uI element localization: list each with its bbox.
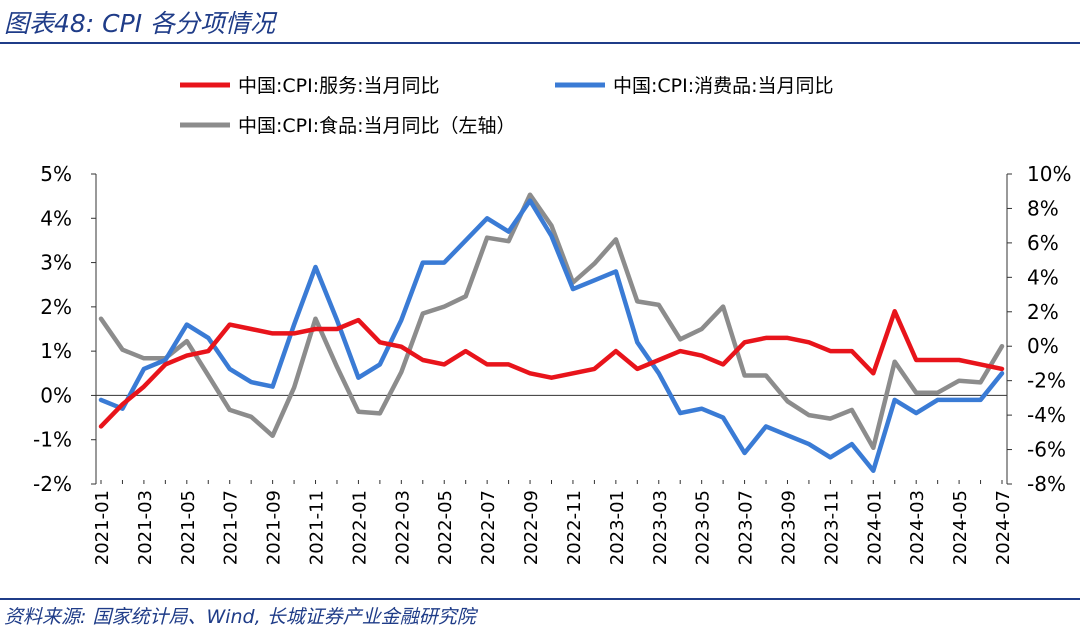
x-tick-label: 2021-01 [92,490,113,565]
cpi-line-chart: 中国:CPI:服务:当月同比 中国:CPI:消费品:当月同比中国:CPI:食品:当… [33,75,1071,565]
left-tick-label: 3% [40,251,72,275]
x-tick-label: 2023-05 [693,490,714,565]
right-tick-label: 8% [1027,196,1059,220]
right-tick-label: -8% [1027,472,1066,496]
x-tick-label: 2024-03 [907,490,928,565]
x-tick-label: 2023-11 [821,490,842,565]
legend-label-1: 中国:CPI:服务:当月同比 [238,75,440,97]
x-tick-label: 2022-07 [478,490,499,565]
series-line-2 [98,198,1005,473]
series-line-3 [98,192,1005,451]
series-line-1 [98,309,1005,429]
source-note: 资料来源: 国家统计局、Wind, 长城证券产业金融研究院 [4,606,476,628]
x-tick-label: 2022-01 [349,490,370,565]
right-tick-label: 2% [1027,300,1059,324]
left-tick-label: -2% [33,472,72,496]
x-tick-label: 2023-01 [607,490,628,565]
axes [91,173,1012,485]
left-tick-label: 2% [40,295,72,319]
figure-title: 图表48: CPI 各分项情况 [4,9,276,38]
x-tick-label: 2021-11 [307,490,328,565]
x-tick-label: 2021-07 [221,490,242,565]
left-tick-label: -1% [33,428,72,452]
legend-label-2: 中国:CPI:消费品:当月同比 [613,75,834,97]
x-tick-label: 2021-03 [135,490,156,565]
x-tick-label: 2024-07 [993,490,1014,565]
right-tick-label: 4% [1027,265,1059,289]
right-tick-label: 0% [1027,334,1059,358]
x-tick-label: 2022-09 [521,490,542,565]
x-tick-label: 2024-05 [950,490,971,565]
x-tick-label: 2024-01 [864,490,885,565]
left-tick-label: 1% [40,339,72,363]
x-tick-label: 2022-11 [564,490,585,565]
right-tick-label: -6% [1027,438,1066,462]
x-tick-label: 2023-03 [650,490,671,565]
x-tick-label: 2021-05 [178,490,199,565]
x-tick-label: 2022-05 [435,490,456,565]
right-tick-label: 10% [1027,162,1071,186]
x-tick-label: 2022-03 [392,490,413,565]
source-rule [0,598,1080,600]
right-tick-label: -2% [1027,369,1066,393]
x-tick-label: 2023-07 [736,490,757,565]
left-tick-label: 4% [40,206,72,230]
right-tick-label: -4% [1027,403,1066,427]
title-rule [0,42,1080,44]
series-lines [98,192,1005,473]
x-tick-label: 2021-09 [264,490,285,565]
legend-label-3: 中国:CPI:食品:当月同比（左轴） [238,115,516,137]
left-tick-label: 5% [40,162,72,186]
tick-labels: 5% 4% 3% 2% 1% 0% -1% -2% 10% 8% 6% 4% 2% 0% -2% -4% -6%… [33,162,1071,565]
left-tick-label: 0% [40,383,72,407]
right-tick-label: 6% [1027,231,1059,255]
x-tick-label: 2023-09 [778,490,799,565]
legend: 中国:CPI:服务:当月同比 中国:CPI:消费品:当月同比中国:CPI:食品:当… [180,75,834,137]
